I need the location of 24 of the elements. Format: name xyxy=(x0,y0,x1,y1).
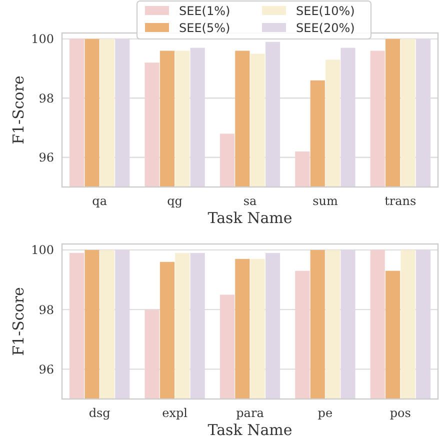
legend-label: SEE(1%) xyxy=(179,4,230,18)
y-tick-label: 98 xyxy=(38,91,54,106)
x-axis-title: Task Name xyxy=(208,209,292,227)
x-tick-label: sum xyxy=(312,194,338,208)
x-tick-label: sa xyxy=(243,194,257,208)
y-axis-title: F1-Score xyxy=(9,75,28,144)
x-tick-label: qa xyxy=(92,194,108,208)
x-axis-title: Task Name xyxy=(208,421,292,439)
x-tick-label: qg xyxy=(167,194,183,208)
x-tick-label: pos xyxy=(390,406,411,420)
x-tick-label: dsg xyxy=(88,406,111,420)
y-tick-label: 96 xyxy=(38,362,54,376)
y-axis-title: F1-Score xyxy=(9,286,28,356)
y-tick-label: 98 xyxy=(38,302,54,317)
x-tick-label: expl xyxy=(162,406,188,420)
x-tick-label: para xyxy=(236,406,264,420)
x-tick-label: trans xyxy=(384,194,416,208)
y-tick-label: 96 xyxy=(38,150,54,165)
legend-label: SEE(20%) xyxy=(296,21,355,36)
y-tick-label: 100 xyxy=(31,243,54,258)
legend-label: SEE(5%) xyxy=(179,21,230,36)
y-tick-label: 100 xyxy=(31,32,54,46)
legend-label: SEE(10%) xyxy=(296,4,355,18)
x-tick-label: pe xyxy=(318,406,333,420)
